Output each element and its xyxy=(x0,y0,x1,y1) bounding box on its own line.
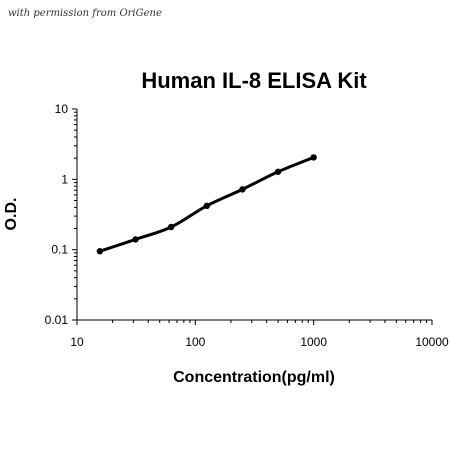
data-point xyxy=(132,236,139,243)
data-point xyxy=(239,186,246,193)
y-tick-label: 0.01 xyxy=(45,313,69,327)
axes: 0.01 0.1 1 10 10 100 1000 10000 xyxy=(45,102,449,349)
data-point xyxy=(203,202,211,210)
x-tick-label: 100 xyxy=(185,335,205,349)
chart-title: Human IL-8 ELISA Kit xyxy=(141,68,367,93)
data-point xyxy=(310,154,317,161)
x-tick-label: 10000 xyxy=(415,335,449,349)
y-tick-label: 0.1 xyxy=(51,243,68,257)
y-axis-label: O.D. xyxy=(3,198,20,231)
data-point xyxy=(167,223,175,231)
data-point xyxy=(96,248,104,255)
x-tick-label: 1000 xyxy=(300,335,327,349)
x-axis-label: Concentration(pg/ml) xyxy=(173,369,335,386)
data-point xyxy=(274,168,282,175)
watermark-text: with permission from OriGene xyxy=(8,8,162,19)
data-marks xyxy=(96,154,317,255)
y-tick-label: 10 xyxy=(55,102,69,116)
y-tick-label: 1 xyxy=(61,172,68,186)
x-tick-label: 10 xyxy=(70,335,84,349)
